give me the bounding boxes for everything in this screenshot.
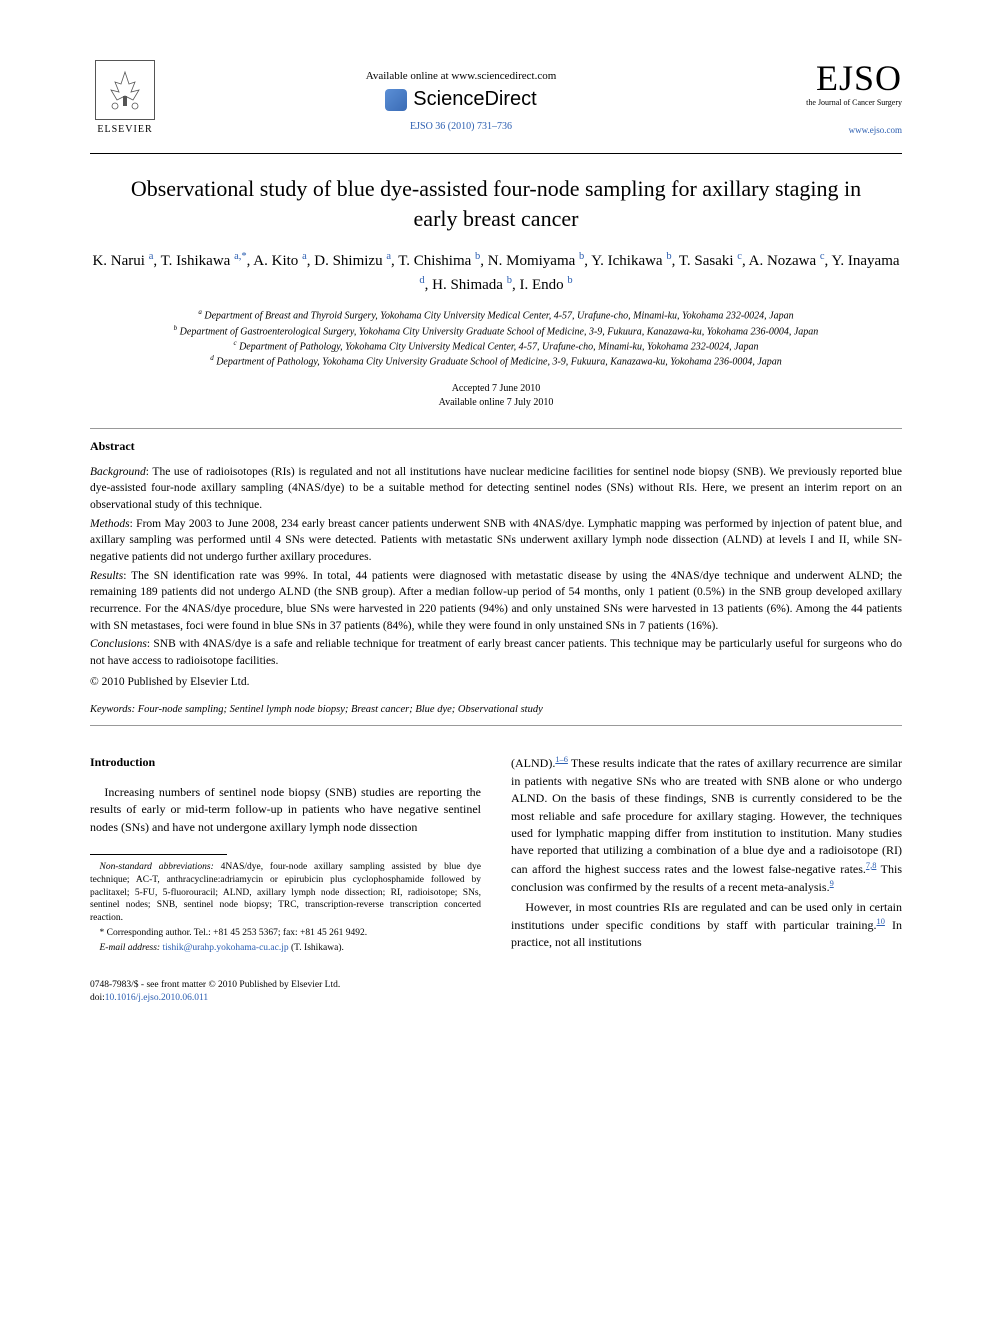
- sciencedirect-logo: ScienceDirect: [160, 88, 762, 111]
- email-who: (T. Ishikawa).: [291, 943, 344, 953]
- copyright-line: © 2010 Published by Elsevier Ltd.: [90, 674, 902, 691]
- intro-heading: Introduction: [90, 754, 481, 771]
- page-header: ELSEVIER Available online at www.science…: [90, 60, 902, 145]
- elsevier-logo: ELSEVIER: [90, 60, 160, 145]
- ejso-subtitle: the Journal of Cancer Surgery: [762, 98, 902, 107]
- publication-dates: Accepted 7 June 2010 Available online 7 …: [90, 382, 902, 410]
- intro-para-2: (ALND).1–6 These results indicate that t…: [511, 754, 902, 896]
- abstract-heading: Abstract: [90, 439, 902, 454]
- center-header: Available online at www.sciencedirect.co…: [160, 60, 762, 132]
- email-label: E-mail address:: [100, 943, 161, 953]
- elsevier-tree-icon: [95, 60, 155, 120]
- sciencedirect-icon: [385, 89, 407, 111]
- ejso-title: EJSO: [762, 60, 902, 96]
- citation-line[interactable]: EJSO 36 (2010) 731–736: [160, 121, 762, 132]
- keywords-text: Four-node sampling; Sentinel lymph node …: [138, 704, 543, 715]
- journal-logo: EJSO the Journal of Cancer Surgery www.e…: [762, 60, 902, 135]
- abstract-body: Background: The use of radioisotopes (RI…: [90, 464, 902, 691]
- online-date: Available online 7 July 2010: [90, 396, 902, 410]
- issn-line: 0748-7983/$ - see front matter © 2010 Pu…: [90, 979, 902, 992]
- affiliation-d: d Department of Pathology, Yokohama City…: [90, 354, 902, 369]
- accepted-date: Accepted 7 June 2010: [90, 382, 902, 396]
- ref-1-6[interactable]: 1–6: [555, 755, 568, 764]
- abstract-conclusions: Conclusions: SNB with 4NAS/dye is a safe…: [90, 636, 902, 669]
- abstract-methods: Methods: From May 2003 to June 2008, 234…: [90, 516, 902, 566]
- email-link[interactable]: tishik@urahp.yokohama-cu.ac.jp: [162, 943, 288, 953]
- authors-list: K. Narui a, T. Ishikawa a,*, A. Kito a, …: [90, 249, 902, 296]
- affiliation-a: a Department of Breast and Thyroid Surge…: [90, 308, 902, 323]
- keywords: Keywords: Four-node sampling; Sentinel l…: [90, 704, 902, 715]
- ref-9[interactable]: 9: [830, 879, 834, 888]
- abstract-top-sep: [90, 428, 902, 429]
- elsevier-label: ELSEVIER: [97, 124, 152, 135]
- header-separator: [90, 153, 902, 154]
- keywords-label: Keywords:: [90, 704, 135, 715]
- corresponding-footnote: * Corresponding author. Tel.: +81 45 253…: [90, 927, 481, 940]
- footer-meta: 0748-7983/$ - see front matter © 2010 Pu…: [90, 979, 902, 1006]
- available-online-text: Available online at www.sciencedirect.co…: [160, 70, 762, 82]
- ref-10[interactable]: 10: [877, 917, 885, 926]
- intro-para-3: However, in most countries RIs are regul…: [511, 899, 902, 952]
- doi-label: doi:: [90, 993, 105, 1003]
- article-title: Observational study of blue dye-assisted…: [90, 174, 902, 233]
- affiliations: a Department of Breast and Thyroid Surge…: [90, 308, 902, 369]
- left-column: Introduction Increasing numbers of senti…: [90, 754, 481, 956]
- ref-7-8[interactable]: 7,8: [866, 861, 876, 870]
- doi-line: doi:10.1016/j.ejso.2010.06.011: [90, 992, 902, 1005]
- right-column: (ALND).1–6 These results indicate that t…: [511, 754, 902, 956]
- sciencedirect-text: ScienceDirect: [413, 88, 536, 111]
- abstract-results: Results: The SN identification rate was …: [90, 568, 902, 635]
- affiliation-c: c Department of Pathology, Yokohama City…: [90, 339, 902, 354]
- abstract-bottom-sep: [90, 725, 902, 726]
- intro-para-1: Increasing numbers of sentinel node biop…: [90, 784, 481, 836]
- affiliation-b: b Department of Gastroenterological Surg…: [90, 324, 902, 339]
- ejso-url-link[interactable]: www.ejso.com: [849, 125, 902, 135]
- abbrev-footnote: Non-standard abbreviations: 4NAS/dye, fo…: [90, 861, 481, 925]
- doi-link[interactable]: 10.1016/j.ejso.2010.06.011: [105, 993, 208, 1003]
- footnote-separator: [90, 854, 227, 855]
- email-footnote: E-mail address: tishik@urahp.yokohama-cu…: [90, 942, 481, 955]
- citation-link[interactable]: EJSO 36 (2010) 731–736: [410, 121, 512, 132]
- body-columns: Introduction Increasing numbers of senti…: [90, 754, 902, 956]
- footnotes: Non-standard abbreviations: 4NAS/dye, fo…: [90, 861, 481, 955]
- abstract-background: Background: The use of radioisotopes (RI…: [90, 464, 902, 514]
- ejso-url[interactable]: www.ejso.com: [762, 125, 902, 135]
